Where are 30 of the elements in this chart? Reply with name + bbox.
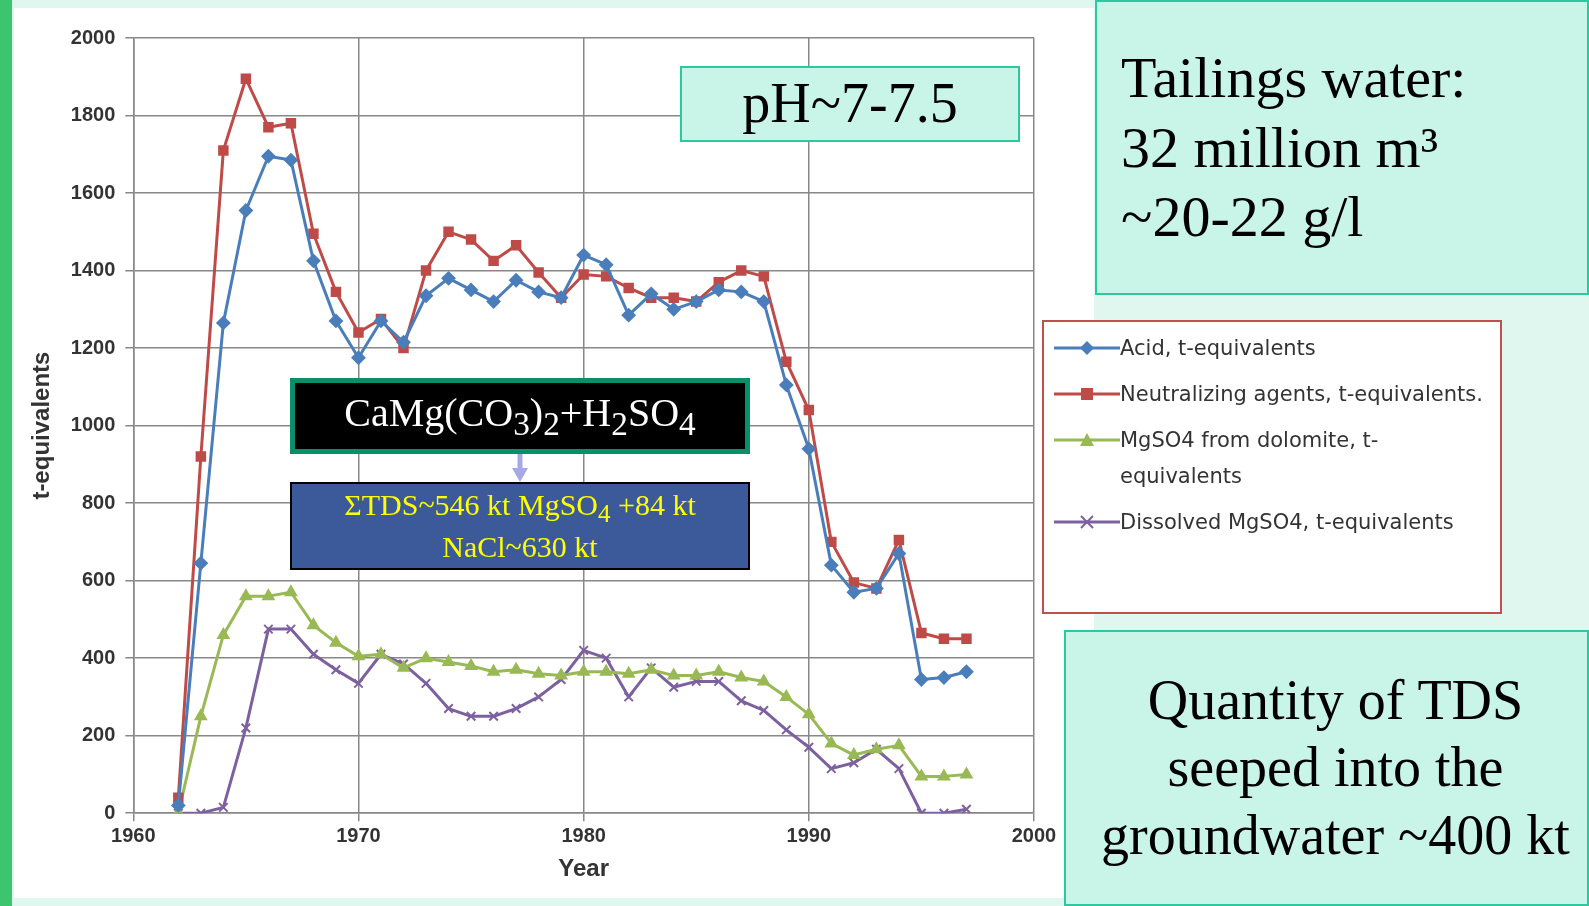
note-box: Tailings water: 32 million m³ ~20-22 g/l: [1095, 0, 1589, 295]
y-axis-title: t-equivalents: [27, 351, 55, 500]
y-tick-label: 200: [81, 723, 116, 746]
annotation: ΣTDS~546 kt MgSO$_{4}$ +84 kt NaCl~630 kt: [343, 487, 697, 565]
note-box: ΣTDS~546 kt MgSO$_{4}$ +84 kt NaCl~630 kt: [290, 482, 750, 570]
annotation: pH~7-7.5: [742, 71, 958, 137]
y-tick-label: 1000: [70, 413, 116, 436]
legend-label: Acid, t-equivalents: [1120, 335, 1316, 362]
y-tick-label: 800: [81, 490, 116, 513]
x-tick-label: 2000: [1011, 823, 1057, 846]
y-tick-label: 1600: [70, 180, 116, 203]
y-tick-label: 1200: [70, 335, 116, 358]
note-box: Quantity of TDS seeped into the groundwater ~400 kt: [1064, 630, 1589, 906]
x-tick-label: 1970: [336, 823, 381, 846]
x-tick-label: 1960: [111, 823, 156, 846]
x-tick-label: 1990: [786, 823, 832, 846]
y-tick-label: 600: [81, 568, 116, 591]
y-tick-label: 2000: [70, 25, 116, 48]
legend-label: MgSO4 from dolomite, t-equivalents: [1120, 427, 1380, 490]
note-box: CaMg(CO$_{3}$)$_{2}$+H$_{2}$SO$_{4}$: [290, 378, 750, 454]
annotation: CaMg(CO$_{3}$)$_{2}$+H$_{2}$SO$_{4}$: [344, 388, 696, 444]
x-axis-title: Year: [558, 854, 610, 882]
legend-label: Neutralizing agents, t-equivalents.: [1120, 381, 1483, 408]
y-tick-label: 0: [104, 800, 116, 823]
x-tick-label: 1980: [561, 823, 606, 846]
y-tick-label: 1400: [70, 258, 116, 281]
y-tick-label: 1800: [70, 103, 116, 126]
note-box: pH~7-7.5: [680, 66, 1020, 142]
y-tick-label: 400: [81, 645, 116, 668]
legend-label: Dissolved MgSO4, t-equivalents: [1120, 509, 1454, 536]
